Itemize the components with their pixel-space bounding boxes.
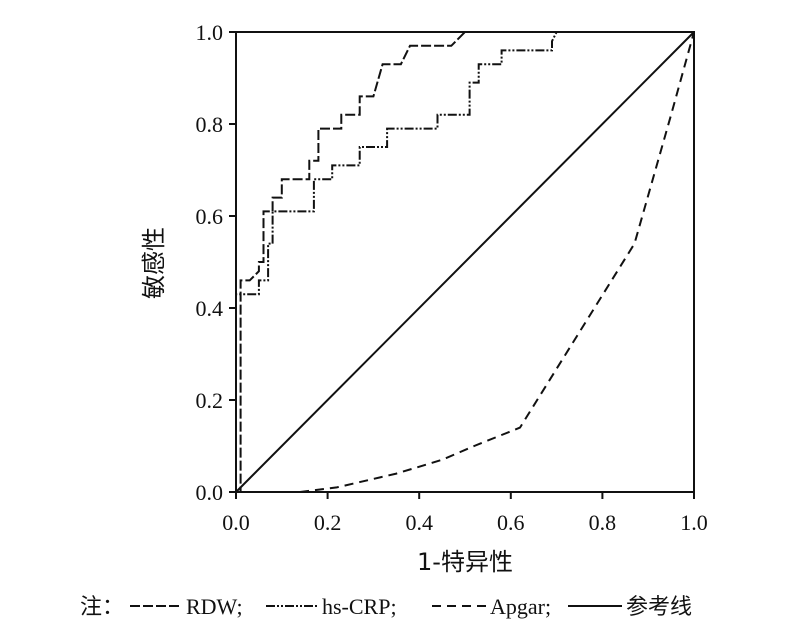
x-tick-label: 0.2 bbox=[314, 510, 342, 535]
series-line bbox=[299, 31, 695, 493]
legend-prefix: 注： bbox=[80, 595, 124, 620]
x-tick-label: 0.8 bbox=[589, 510, 617, 535]
axis-layer: 0.0 0.2 0.4 0.6 0.8 1.0 0.0 0.2 0.4 0.6 0.8 1.0 bbox=[196, 20, 708, 535]
x-tick-label: 0.0 bbox=[222, 510, 250, 535]
y-tick-label: 0.6 bbox=[196, 204, 224, 229]
x-tick-label: 0.6 bbox=[497, 510, 525, 535]
y-tick-label: 0.8 bbox=[196, 112, 224, 137]
y-tick-label: 1.0 bbox=[196, 20, 224, 45]
y-tick-label: 0.0 bbox=[196, 480, 224, 505]
legend-label: 参考线 bbox=[626, 595, 692, 620]
x-axis-title: 1-特异性 bbox=[417, 548, 513, 576]
legend-label: Apgar; bbox=[490, 594, 551, 619]
y-tick-label: 0.4 bbox=[196, 296, 224, 321]
plot-area bbox=[235, 31, 695, 493]
legend-label: RDW; bbox=[186, 594, 243, 619]
series-layer bbox=[235, 31, 695, 493]
series-line bbox=[235, 31, 694, 492]
y-tick-label: 0.2 bbox=[196, 388, 224, 413]
y-axis-title: 敏感性 bbox=[140, 227, 168, 299]
x-tick-label: 1.0 bbox=[680, 510, 708, 535]
series-line bbox=[236, 31, 694, 493]
series-line bbox=[235, 31, 695, 493]
legend-label: hs-CRP; bbox=[322, 594, 397, 619]
legend: 注： RDW; hs-CRP; Apgar; 参考线 bbox=[80, 594, 692, 620]
x-tick-label: 0.4 bbox=[405, 510, 433, 535]
plot-frame bbox=[235, 31, 695, 493]
